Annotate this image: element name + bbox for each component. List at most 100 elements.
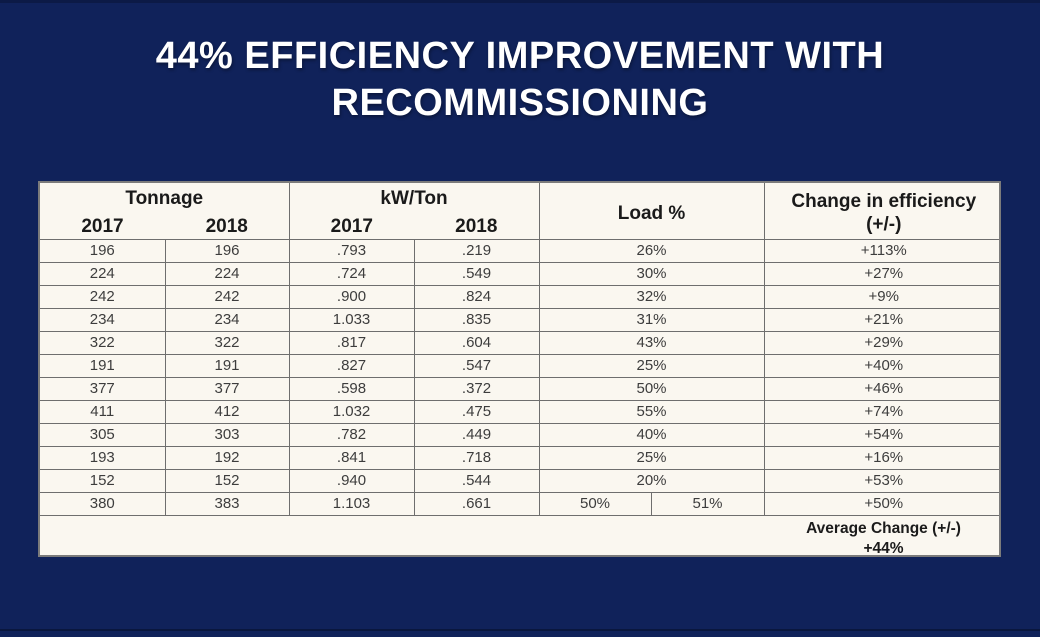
efficiency-table: Tonnage kW/Ton Load % Change in efficien… — [38, 181, 1001, 557]
table-cell: 20% — [538, 469, 765, 493]
table-cell: +21% — [763, 308, 999, 332]
table-cell: .782 — [288, 423, 415, 447]
table-cell: 242 — [164, 285, 290, 309]
table-row: 234 234 1.033.835 31% +21% — [40, 308, 999, 332]
table-cell: .372 — [413, 377, 540, 401]
table-header: Tonnage kW/Ton Load % Change in efficien… — [40, 183, 999, 240]
col-kwton-2017: 2017 — [288, 215, 415, 240]
table-body: 196 196.793.219 26% +113% 224 224.724.549 30% +… — [40, 239, 999, 516]
table-cell: 377 — [164, 377, 290, 401]
table-cell: +50% — [763, 492, 999, 516]
table-cell: 193 — [40, 446, 165, 470]
bottom-accent-line — [0, 629, 1040, 631]
table-cell: .449 — [413, 423, 540, 447]
table-cell: 152 — [164, 469, 290, 493]
table-row: 305 303.782.449 40% +54% — [40, 423, 999, 447]
table-cell: .824 — [413, 285, 540, 309]
table-cell: +29% — [763, 331, 999, 355]
table-cell: 196 — [164, 239, 290, 263]
table-footer: Average Change (+/-) +44% — [40, 515, 999, 557]
table-cell: 322 — [40, 331, 165, 355]
col-kwton-2018: 2018 — [455, 216, 498, 237]
table-cell: .817 — [288, 331, 415, 355]
table-cell: 40% — [538, 423, 765, 447]
table-cell: 303 — [164, 423, 290, 447]
table-cell: .598 — [288, 377, 415, 401]
table-row: 196 196.793.219 26% +113% — [40, 239, 999, 263]
col-group-load: Load % — [538, 183, 765, 240]
table-row: 152 152.940.544 20% +53% — [40, 469, 999, 493]
table-cell: 224 — [164, 262, 290, 286]
table-cell: 25% — [538, 446, 765, 470]
table-cell: +27% — [763, 262, 999, 286]
average-change-value: +44% — [863, 540, 904, 557]
table-cell: +54% — [763, 423, 999, 447]
table-cell: +16% — [763, 446, 999, 470]
top-edge-shade — [0, 0, 1040, 3]
table-cell: +113% — [763, 239, 999, 263]
table-cell: 411 — [40, 400, 165, 424]
col-group-tonnage: Tonnage — [125, 188, 204, 209]
table-cell: 30% — [538, 262, 765, 286]
table-cell: 383 — [164, 492, 290, 516]
table-cell: +40% — [763, 354, 999, 378]
table-cell: .549 — [413, 262, 540, 286]
col-tonnage-2018: 2018 — [205, 216, 248, 237]
table-cell: 412 — [164, 400, 290, 424]
col-group-change-line1: Change in efficiency — [791, 190, 977, 212]
table-cell: 50% — [538, 377, 765, 401]
table-cell: .841 — [288, 446, 415, 470]
table-cell: .718 — [413, 446, 540, 470]
average-change: Average Change (+/-) +44% — [764, 516, 999, 557]
table-row: 193 192.841.718 25% +16% — [40, 446, 999, 470]
table-cell: 191 — [40, 354, 165, 378]
table-cell: .661 — [413, 492, 540, 516]
table-cell: .827 — [288, 354, 415, 378]
table-cell: 377 — [40, 377, 165, 401]
table-year-header-row: 2017 2018 2017 2018 — [40, 215, 999, 240]
table-row: 411 412 1.032.475 55% +74% — [40, 400, 999, 424]
table-cell: .604 — [413, 331, 540, 355]
table-cell: 26% — [538, 239, 765, 263]
table-cell: 380 — [40, 492, 165, 516]
col-group-change-line2: (+/-) — [866, 213, 902, 235]
table-cell: 31% — [538, 308, 765, 332]
table-cell: 192 — [164, 446, 290, 470]
table-cell: 1.103 — [288, 492, 415, 516]
table-group-header-row: Tonnage kW/Ton Load % Change in efficien… — [40, 183, 999, 240]
col-tonnage-2017: 2017 — [81, 216, 124, 237]
table-row: 224 224.724.549 30% +27% — [40, 262, 999, 286]
table-footer-cell: Average Change (+/-) +44% — [40, 515, 999, 557]
table-cell: .475 — [413, 400, 540, 424]
table-row: 322 322.817.604 43% +29% — [40, 331, 999, 355]
table-cell: .900 — [288, 285, 415, 309]
table-cell: +9% — [763, 285, 999, 309]
table-cell: .547 — [413, 354, 540, 378]
table-cell: 322 — [164, 331, 290, 355]
slide-title-line1: 44% EFFICIENCY IMPROVEMENT WITH — [155, 35, 885, 77]
table-cell: 242 — [40, 285, 165, 309]
table-cell: 43% — [538, 331, 765, 355]
table-row: 191 191.827.547 25% +40% — [40, 354, 999, 378]
table-cell: 55% — [538, 400, 765, 424]
table-cell: +46% — [763, 377, 999, 401]
table-cell: 51% — [650, 492, 765, 516]
table-cell: 196 — [40, 239, 165, 263]
table-cell: .793 — [288, 239, 415, 263]
table-cell: 50% — [538, 492, 652, 516]
table-cell: +74% — [763, 400, 999, 424]
table-cell: 234 — [40, 308, 165, 332]
table-cell: .219 — [413, 239, 540, 263]
data-table: Tonnage kW/Ton Load % Change in efficien… — [40, 183, 999, 557]
table-row: 242 242.900.824 32% +9% — [40, 285, 999, 309]
table-cell: 305 — [40, 423, 165, 447]
col-group-kwton: kW/Ton — [288, 183, 540, 215]
table-row: 377 377.598.372 50% +46% — [40, 377, 999, 401]
table-cell: .940 — [288, 469, 415, 493]
table-footer-row: Average Change (+/-) +44% — [40, 515, 999, 557]
table-cell: 224 — [40, 262, 165, 286]
table-cell: 191 — [164, 354, 290, 378]
table-cell: 234 — [164, 308, 290, 332]
col-group-change: Change in efficiency (+/-) — [763, 183, 999, 240]
table-cell: .724 — [288, 262, 415, 286]
